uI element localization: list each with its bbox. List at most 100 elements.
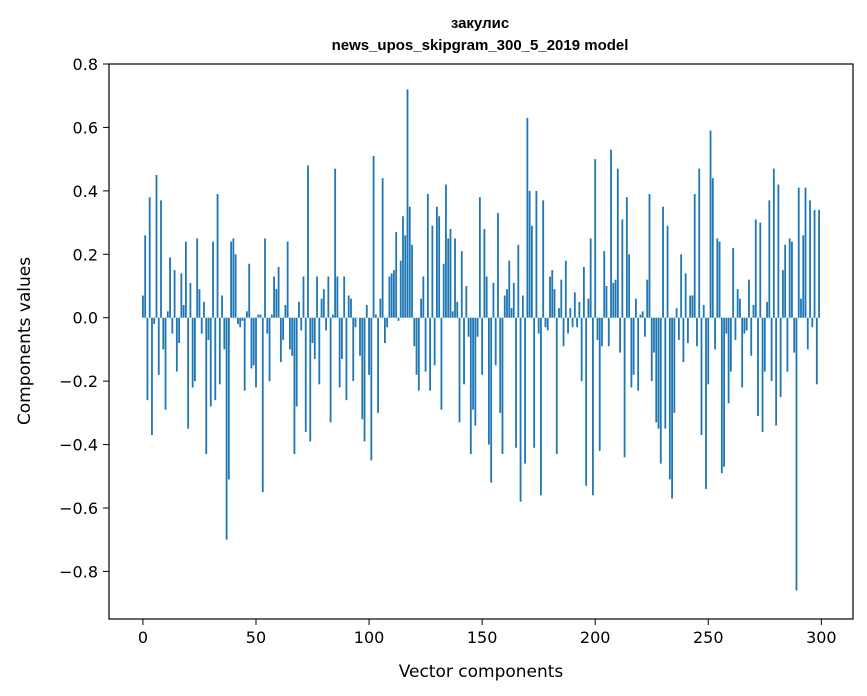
bar-29 bbox=[207, 317, 210, 340]
bar-31 bbox=[212, 241, 214, 318]
bar-295 bbox=[809, 200, 811, 318]
bar-176 bbox=[540, 317, 542, 496]
bar-1 bbox=[144, 235, 147, 318]
bar-39 bbox=[230, 241, 233, 318]
bar-128 bbox=[431, 225, 434, 318]
bar-22 bbox=[191, 317, 194, 388]
bar-94 bbox=[354, 317, 357, 328]
bar-51 bbox=[257, 314, 260, 318]
bar-136 bbox=[449, 228, 452, 318]
bar-98 bbox=[363, 317, 366, 442]
bar-151 bbox=[483, 228, 486, 318]
bar-234 bbox=[671, 317, 673, 499]
bar-158 bbox=[499, 317, 502, 413]
bar-106 bbox=[381, 178, 384, 318]
bar-169 bbox=[524, 317, 526, 464]
bar-193 bbox=[578, 301, 581, 318]
bar-290 bbox=[797, 187, 800, 318]
bar-77 bbox=[316, 276, 318, 318]
bar-178 bbox=[544, 317, 547, 328]
x-tick-label: 100 bbox=[354, 628, 385, 647]
bar-102 bbox=[372, 155, 375, 318]
bar-262 bbox=[734, 317, 737, 340]
bar-100 bbox=[368, 317, 370, 375]
bar-230 bbox=[662, 206, 664, 318]
bar-37 bbox=[225, 317, 228, 540]
bar-177 bbox=[542, 200, 545, 318]
bar-140 bbox=[458, 317, 461, 423]
bar-231 bbox=[664, 317, 667, 429]
bar-series bbox=[142, 89, 820, 591]
bar-147 bbox=[474, 317, 477, 426]
bar-279 bbox=[772, 168, 775, 318]
bar-189 bbox=[569, 308, 572, 318]
bar-179 bbox=[546, 317, 549, 331]
bar-64 bbox=[286, 241, 289, 318]
bar-47 bbox=[248, 263, 251, 318]
bar-142 bbox=[463, 317, 465, 385]
bar-52 bbox=[259, 314, 262, 318]
bar-91 bbox=[347, 295, 350, 318]
x-tick-label: 300 bbox=[806, 628, 837, 647]
bar-26 bbox=[200, 317, 203, 334]
bar-273 bbox=[759, 222, 762, 318]
bar-125 bbox=[424, 317, 427, 372]
bar-259 bbox=[727, 317, 730, 404]
bar-275 bbox=[763, 317, 766, 372]
bar-159 bbox=[501, 317, 504, 455]
bar-205 bbox=[605, 286, 608, 318]
bar-66 bbox=[291, 317, 294, 356]
bar-70 bbox=[300, 317, 303, 331]
bar-235 bbox=[673, 317, 676, 413]
bar-165 bbox=[515, 317, 517, 448]
bar-55 bbox=[266, 317, 269, 334]
bar-265 bbox=[741, 317, 744, 388]
bar-220 bbox=[639, 314, 642, 318]
bar-219 bbox=[637, 317, 640, 391]
bar-13 bbox=[171, 317, 174, 334]
bar-145 bbox=[469, 317, 472, 455]
bar-129 bbox=[433, 317, 436, 366]
bar-249 bbox=[705, 317, 707, 489]
bar-254 bbox=[716, 238, 719, 318]
bar-257 bbox=[723, 317, 726, 467]
chart-title-line-1: закулис bbox=[451, 15, 509, 32]
bar-103 bbox=[374, 314, 377, 318]
bar-68 bbox=[295, 317, 298, 407]
bar-242 bbox=[689, 295, 692, 318]
bar-99 bbox=[365, 305, 368, 318]
bar-82 bbox=[327, 276, 330, 318]
bar-139 bbox=[456, 301, 459, 318]
bar-148 bbox=[476, 317, 479, 337]
bar-59 bbox=[275, 289, 278, 318]
bar-269 bbox=[750, 317, 753, 356]
bar-282 bbox=[779, 317, 782, 397]
bar-260 bbox=[729, 317, 732, 372]
bar-258 bbox=[725, 317, 728, 334]
bar-208 bbox=[612, 282, 615, 318]
bar-289 bbox=[795, 317, 798, 591]
bar-188 bbox=[567, 317, 569, 334]
bar-167 bbox=[519, 317, 522, 502]
bar-54 bbox=[264, 238, 266, 318]
x-tick-label: 200 bbox=[580, 628, 611, 647]
bar-107 bbox=[383, 317, 386, 344]
bar-96 bbox=[359, 317, 361, 356]
bar-57 bbox=[270, 314, 273, 318]
bar-92 bbox=[350, 298, 352, 318]
bar-93 bbox=[352, 317, 355, 382]
bar-12 bbox=[169, 257, 171, 318]
bar-197 bbox=[587, 298, 590, 318]
bar-63 bbox=[284, 305, 287, 318]
bar-162 bbox=[508, 260, 511, 318]
bar-124 bbox=[422, 276, 425, 318]
bar-3 bbox=[148, 197, 151, 318]
bar-120 bbox=[413, 317, 416, 347]
bar-203 bbox=[601, 317, 603, 347]
bar-256 bbox=[720, 317, 723, 474]
bar-215 bbox=[628, 254, 631, 318]
bar-45 bbox=[243, 317, 246, 391]
bar-71 bbox=[302, 276, 305, 318]
bar-122 bbox=[417, 317, 420, 391]
